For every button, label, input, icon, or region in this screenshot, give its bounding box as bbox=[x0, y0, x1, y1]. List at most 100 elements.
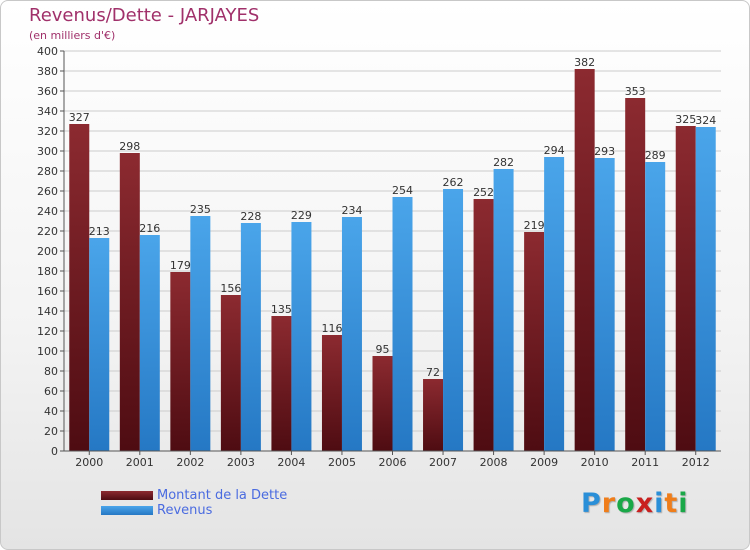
bar-dette bbox=[119, 153, 140, 451]
y-tick-label: 40 bbox=[44, 405, 58, 418]
x-tick-label: 2010 bbox=[581, 456, 609, 469]
x-tick-label: 2006 bbox=[379, 456, 407, 469]
y-tick-label: 340 bbox=[37, 105, 58, 118]
data-label: 219 bbox=[524, 219, 545, 232]
data-label: 156 bbox=[220, 282, 241, 295]
logo-letter: P bbox=[581, 488, 602, 519]
logo-letter: o bbox=[616, 488, 636, 519]
y-tick-label: 360 bbox=[37, 85, 58, 98]
x-tick-label: 2002 bbox=[176, 456, 204, 469]
y-tick-label: 80 bbox=[44, 365, 58, 378]
legend-swatch-dette bbox=[101, 491, 153, 500]
y-tick-label: 100 bbox=[37, 345, 58, 358]
bar-revenus bbox=[89, 238, 110, 451]
bar-revenus bbox=[341, 217, 362, 451]
data-label: 213 bbox=[89, 225, 110, 238]
x-tick-label: 2007 bbox=[429, 456, 457, 469]
bar-dette bbox=[524, 232, 545, 451]
data-label: 116 bbox=[321, 322, 342, 335]
data-label: 235 bbox=[190, 203, 211, 216]
bar-revenus bbox=[493, 169, 514, 451]
x-tick-label: 2003 bbox=[227, 456, 255, 469]
x-tick-label: 2004 bbox=[277, 456, 305, 469]
chart-title: Revenus/Dette - JARJAYES bbox=[29, 5, 260, 26]
data-label: 228 bbox=[240, 210, 261, 223]
bar-dette bbox=[423, 379, 444, 451]
y-tick-label: 260 bbox=[37, 185, 58, 198]
legend-item-dette: Montant de la Dette bbox=[101, 488, 287, 503]
y-tick-label: 180 bbox=[37, 265, 58, 278]
bar-dette bbox=[321, 335, 342, 451]
bar-revenus bbox=[139, 235, 160, 451]
y-tick-label: 220 bbox=[37, 225, 58, 238]
bar-dette bbox=[220, 295, 241, 451]
bar-dette bbox=[170, 272, 191, 451]
y-tick-label: 240 bbox=[37, 205, 58, 218]
data-label: 95 bbox=[376, 343, 390, 356]
bar-revenus bbox=[594, 158, 615, 451]
x-tick-label: 2000 bbox=[75, 456, 103, 469]
data-label: 294 bbox=[544, 144, 565, 157]
bar-revenus bbox=[544, 157, 565, 451]
data-label: 72 bbox=[426, 366, 440, 379]
data-label: 325 bbox=[675, 113, 696, 126]
data-label: 254 bbox=[392, 184, 413, 197]
bar-dette bbox=[675, 126, 696, 451]
bar-chart: 0 20 40 60 80 100 120 140 160 180 200 220 240 260 280 3… bbox=[37, 45, 721, 469]
data-label: 262 bbox=[443, 176, 464, 189]
bar-revenus bbox=[240, 223, 261, 451]
legend: Montant de la Dette Revenus bbox=[101, 488, 287, 518]
bar-revenus bbox=[392, 197, 413, 451]
logo-letter: r bbox=[601, 488, 617, 519]
y-tick-label: 60 bbox=[44, 385, 58, 398]
y-tick-label: 200 bbox=[37, 245, 58, 258]
x-tick-label: 2012 bbox=[682, 456, 710, 469]
y-tick-label: 120 bbox=[37, 325, 58, 338]
data-label: 293 bbox=[594, 145, 615, 158]
data-label: 298 bbox=[119, 140, 140, 153]
data-label: 216 bbox=[139, 222, 160, 235]
bar-revenus bbox=[645, 162, 666, 451]
x-tick-label: 2008 bbox=[480, 456, 508, 469]
y-tick-label: 140 bbox=[37, 305, 58, 318]
data-label: 229 bbox=[291, 209, 312, 222]
data-label: 353 bbox=[625, 85, 646, 98]
bar-dette bbox=[473, 199, 494, 451]
bar-dette bbox=[574, 69, 595, 451]
bar-dette bbox=[625, 98, 646, 451]
y-tick-label: 0 bbox=[51, 445, 58, 458]
data-label: 135 bbox=[271, 303, 292, 316]
x-tick-label: 2005 bbox=[328, 456, 356, 469]
logo-letter: i bbox=[678, 488, 689, 519]
y-tick-label: 380 bbox=[37, 65, 58, 78]
data-label: 324 bbox=[695, 114, 716, 127]
y-tick-label: 280 bbox=[37, 165, 58, 178]
data-label: 179 bbox=[170, 259, 191, 272]
y-tick-label: 320 bbox=[37, 125, 58, 138]
logo-letter: x bbox=[635, 488, 655, 519]
bar-dette bbox=[372, 356, 393, 451]
data-label: 382 bbox=[574, 56, 595, 69]
proxiti-logo: Proxiti bbox=[581, 488, 689, 519]
y-tick-label: 20 bbox=[44, 425, 58, 438]
data-label: 234 bbox=[341, 204, 362, 217]
chart-subtitle: (en milliers d'€) bbox=[29, 29, 116, 42]
bar-dette bbox=[271, 316, 292, 451]
legend-label-dette: Montant de la Dette bbox=[157, 488, 288, 503]
legend-item-revenus: Revenus bbox=[101, 503, 287, 518]
data-label: 289 bbox=[645, 149, 666, 162]
data-label: 327 bbox=[69, 111, 90, 124]
legend-label-revenus: Revenus bbox=[157, 503, 213, 518]
data-label: 282 bbox=[493, 156, 514, 169]
x-tick-label: 2011 bbox=[631, 456, 659, 469]
logo-letter: t bbox=[664, 488, 679, 519]
bar-dette bbox=[69, 124, 90, 451]
y-tick-label: 300 bbox=[37, 145, 58, 158]
data-label: 252 bbox=[473, 186, 494, 199]
x-tick-label: 2009 bbox=[530, 456, 558, 469]
bar-revenus bbox=[443, 189, 464, 451]
bar-revenus bbox=[291, 222, 312, 451]
bar-revenus bbox=[695, 127, 716, 451]
x-tick-label: 2001 bbox=[126, 456, 154, 469]
